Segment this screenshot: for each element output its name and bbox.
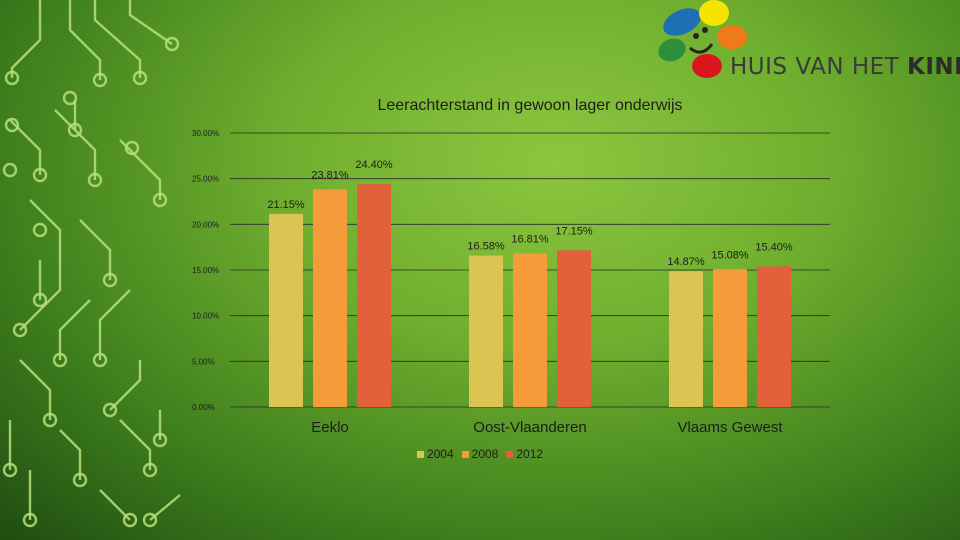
data-label: 21.15% [267, 199, 305, 211]
y-tick-label: 30.00% [192, 129, 219, 138]
circuit-line [93, 0, 142, 78]
circuit-node [62, 90, 78, 106]
circuit-line [59, 429, 82, 480]
bar-2012-2 [757, 266, 791, 407]
circuit-line [68, 0, 102, 80]
chart-title: Leerachterstand in gewoon lager onderwij… [377, 97, 683, 114]
x-category-label: Oost-Vlaanderen [473, 419, 586, 436]
data-label: 16.58% [467, 241, 505, 253]
circuit-node [142, 512, 158, 528]
legend-swatch [461, 451, 469, 459]
petal-yellow-icon [699, 0, 729, 26]
circuit-node [4, 117, 20, 133]
circuit-line [128, 0, 173, 45]
petal-orange-icon [717, 25, 747, 49]
y-tick-label: 0.00% [192, 403, 215, 412]
circuit-node [72, 472, 88, 488]
circuit-node [22, 512, 38, 528]
logo-text: HUIS VAN HET KIND [730, 54, 960, 80]
circuit-line [98, 289, 131, 360]
bar-2008-1 [513, 253, 547, 407]
legend-label: 2008 [471, 447, 499, 461]
circuit-line [19, 199, 62, 331]
circuit-node [32, 222, 48, 238]
circuit-node [124, 140, 140, 156]
data-label: 14.87% [667, 256, 705, 268]
circuit-line [109, 360, 142, 411]
data-label: 15.08% [711, 249, 749, 261]
circuit-line [54, 109, 97, 180]
circuit-node [102, 272, 118, 288]
legend-label: 2004 [426, 447, 454, 461]
legend-swatch [506, 451, 514, 459]
circuit-node [122, 512, 138, 528]
bar-2012-0 [357, 184, 391, 407]
bar-2008-2 [713, 269, 747, 407]
circuit-node [102, 402, 118, 418]
bar-2004-0 [269, 213, 303, 407]
legend-item: 2008 [461, 447, 499, 461]
circuit-node [32, 292, 48, 308]
circuit-line [58, 299, 91, 360]
circuit-node [92, 72, 108, 88]
y-tick-label: 15.00% [192, 266, 219, 275]
circuit-line [79, 219, 112, 280]
circuit-node [87, 172, 103, 188]
circuit-line [9, 119, 42, 175]
circuit-node [164, 36, 180, 52]
circuit-node [67, 122, 83, 138]
y-tick-label: 25.00% [192, 175, 219, 184]
circuit-node [12, 322, 28, 338]
petal-blue-icon [663, 8, 701, 36]
petal-red-icon [692, 54, 722, 78]
y-tick-label: 10.00% [192, 312, 219, 321]
chart-legend: 2004 2008 2012 [0, 447, 960, 461]
circuit-node [132, 70, 148, 86]
circuit-node [2, 162, 18, 178]
petal-green-icon [658, 38, 686, 62]
legend-item: 2012 [506, 447, 543, 461]
circuit-node [42, 412, 58, 428]
legend-label: 2012 [516, 447, 544, 461]
bar-2008-0 [313, 189, 347, 407]
legend-swatch [416, 451, 424, 459]
data-label: 23.81% [311, 170, 349, 182]
circuit-node [4, 70, 20, 86]
legend-item: 2004 [416, 447, 454, 461]
circuit-node [2, 462, 18, 478]
logo-flower-icon [658, 0, 747, 78]
data-label: 15.40% [755, 241, 793, 253]
data-label: 24.40% [355, 159, 393, 171]
bar-2004-2 [669, 271, 703, 407]
circuit-node [52, 352, 68, 368]
circuit-node [152, 192, 168, 208]
circuit-node [142, 462, 158, 478]
circuit-node [92, 352, 108, 368]
x-category-label: Vlaams Gewest [677, 419, 783, 436]
y-tick-label: 5.00% [192, 357, 215, 366]
circuit-node [32, 167, 48, 183]
data-label: 17.15% [555, 225, 593, 237]
circuit-line [19, 359, 52, 420]
circuit-node [152, 432, 168, 448]
bar-2004-1 [469, 255, 503, 407]
bar-2012-1 [557, 250, 591, 407]
x-category-label: Eeklo [311, 419, 349, 436]
data-label: 16.81% [511, 233, 549, 245]
y-tick-label: 20.00% [192, 220, 219, 229]
